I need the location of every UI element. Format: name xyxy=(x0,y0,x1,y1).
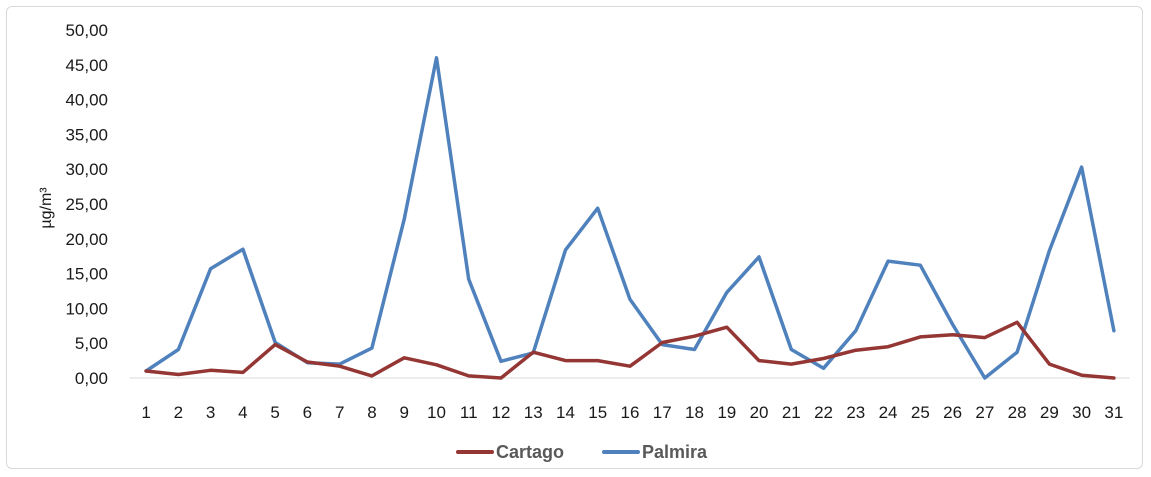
x-tick-label: 26 xyxy=(943,403,962,422)
y-axis-ticks: 0,00 5,00 10,00 15,00 20,00 25,00 30,00 35,00 40… xyxy=(65,21,108,388)
series-line-palmira xyxy=(144,56,1116,380)
y-tick-label: 10,00 xyxy=(65,299,108,318)
y-tick-label: 0,00 xyxy=(75,369,108,388)
x-tick-label: 29 xyxy=(1040,403,1059,422)
y-tick-label: 20,00 xyxy=(65,230,108,249)
legend-label-cartago: Cartago xyxy=(496,442,564,462)
x-axis-ticks: 1 2 3 4 5 6 7 8 9 10 11 12 13 14 15 16 17 18 19 20 21 22 23 24 2… xyxy=(141,403,1123,422)
y-tick-label: 45,00 xyxy=(65,56,108,75)
x-tick-label: 15 xyxy=(588,403,607,422)
x-tick-label: 10 xyxy=(427,403,446,422)
x-tick-label: 5 xyxy=(270,403,279,422)
x-tick-label: 3 xyxy=(206,403,215,422)
x-tick-label: 12 xyxy=(492,403,511,422)
y-tick-label: 25,00 xyxy=(65,195,108,214)
y-axis-label: µg/m³ xyxy=(38,187,55,229)
x-tick-label: 21 xyxy=(782,403,801,422)
y-tick-label: 35,00 xyxy=(65,125,108,144)
legend: Cartago Palmira xyxy=(456,442,708,462)
x-tick-label: 1 xyxy=(141,403,150,422)
legend-label-palmira: Palmira xyxy=(642,442,708,462)
x-tick-label: 20 xyxy=(750,403,769,422)
x-tick-label: 25 xyxy=(911,403,930,422)
x-tick-label: 13 xyxy=(524,403,543,422)
x-tick-label: 14 xyxy=(556,403,575,422)
y-tick-label: 30,00 xyxy=(65,160,108,179)
x-tick-label: 7 xyxy=(335,403,344,422)
x-tick-label: 22 xyxy=(814,403,833,422)
x-tick-label: 28 xyxy=(1008,403,1027,422)
series-line-cartago xyxy=(144,320,1116,380)
x-tick-label: 18 xyxy=(685,403,704,422)
y-tick-label: 40,00 xyxy=(65,91,108,110)
x-tick-label: 23 xyxy=(846,403,865,422)
x-tick-label: 16 xyxy=(621,403,640,422)
x-tick-label: 31 xyxy=(1104,403,1123,422)
x-tick-label: 11 xyxy=(460,403,478,422)
series-lines xyxy=(144,56,1116,380)
x-tick-label: 30 xyxy=(1072,403,1091,422)
x-tick-label: 27 xyxy=(975,403,994,422)
x-tick-label: 8 xyxy=(367,403,376,422)
x-tick-label: 24 xyxy=(879,403,898,422)
x-tick-label: 2 xyxy=(174,403,183,422)
y-tick-label: 50,00 xyxy=(65,21,108,40)
x-tick-label: 6 xyxy=(303,403,312,422)
x-tick-label: 9 xyxy=(399,403,408,422)
x-tick-label: 17 xyxy=(653,403,672,422)
y-tick-label: 5,00 xyxy=(75,334,108,353)
x-tick-label: 4 xyxy=(238,403,247,422)
x-tick-label: 19 xyxy=(717,403,736,422)
y-tick-label: 15,00 xyxy=(65,265,108,284)
